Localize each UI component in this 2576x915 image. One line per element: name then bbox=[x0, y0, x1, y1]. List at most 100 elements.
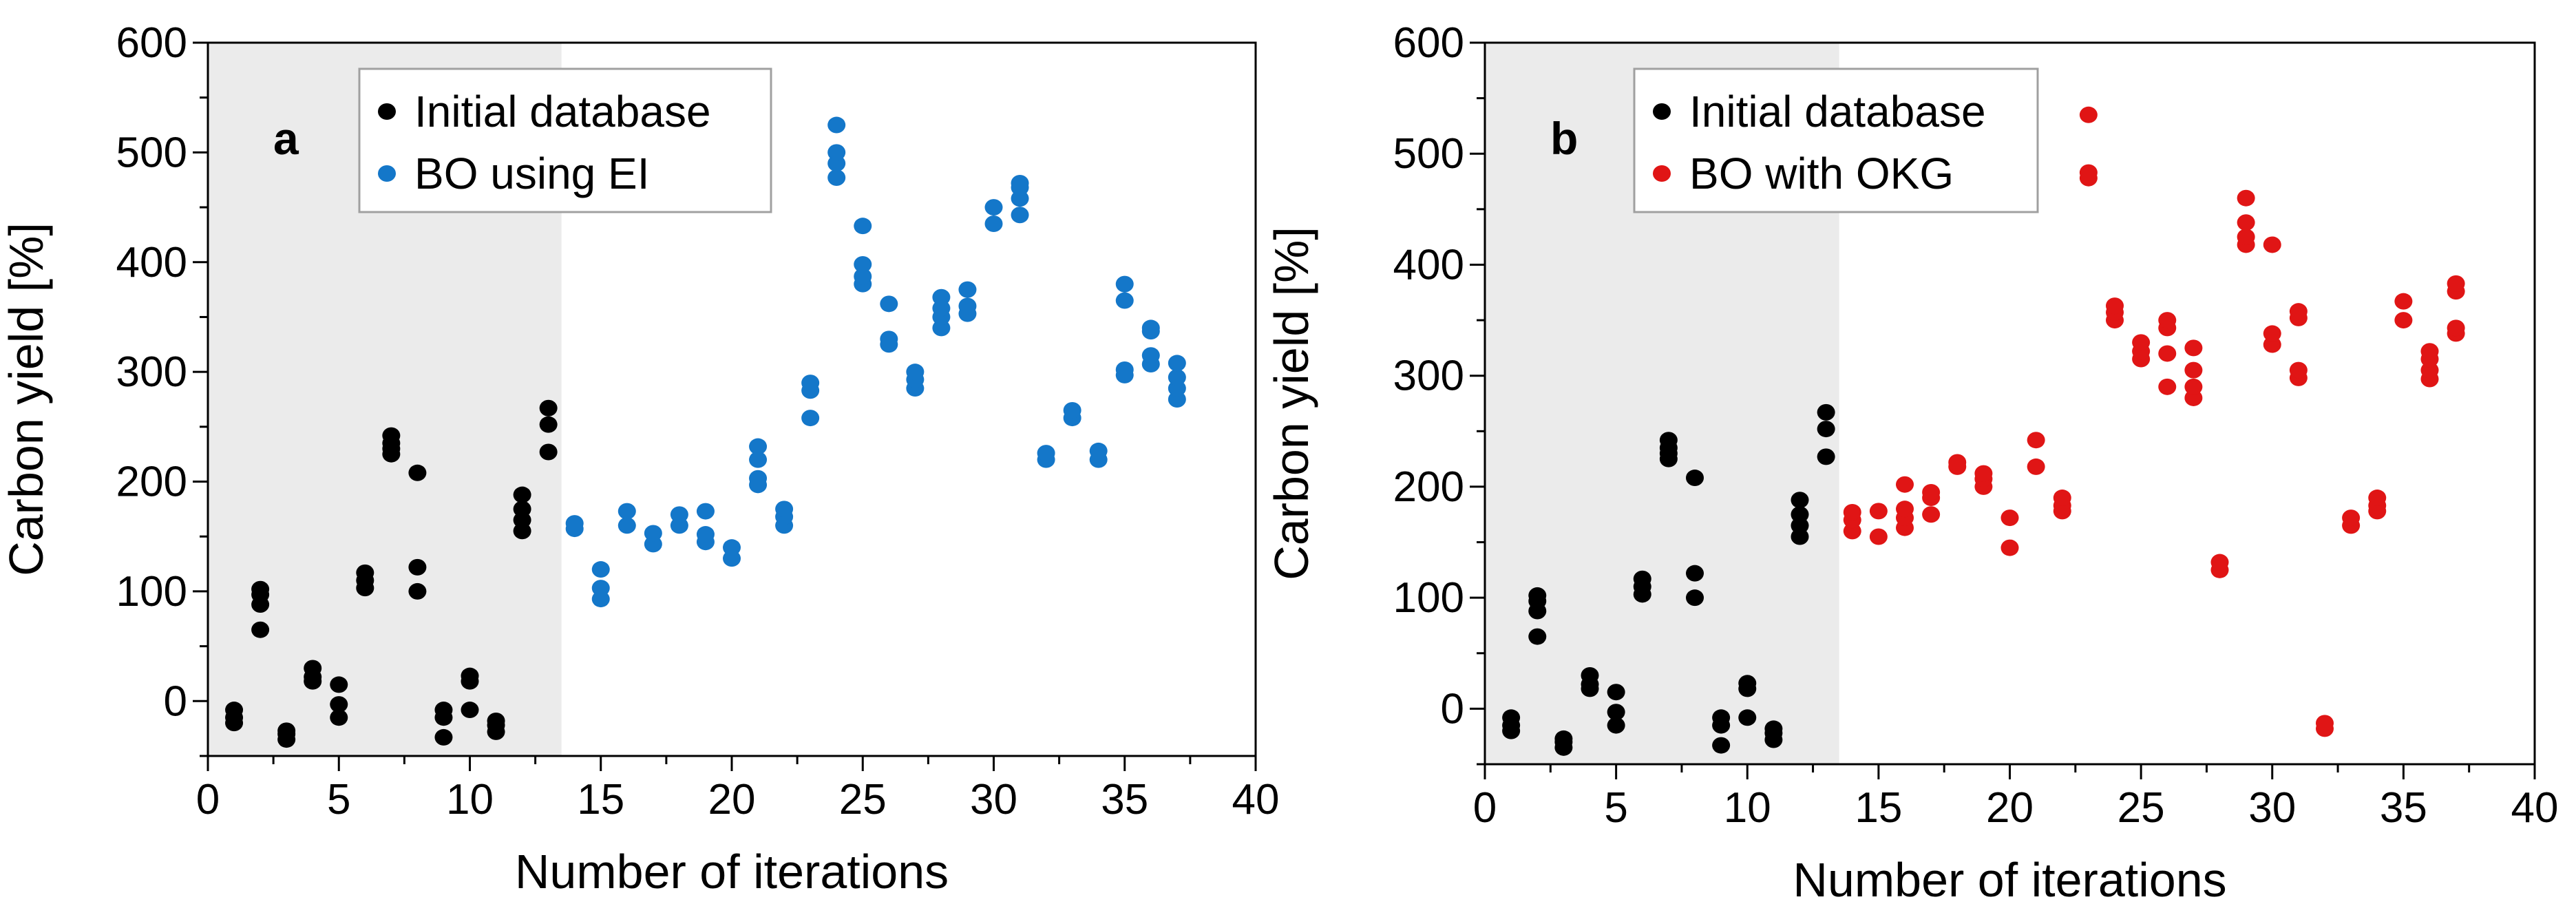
x-tick-label: 0 bbox=[1473, 784, 1497, 832]
data-point bbox=[696, 503, 715, 520]
legend: Initial database BO using EI bbox=[358, 67, 772, 213]
data-point bbox=[1843, 504, 1861, 521]
series-0 bbox=[225, 399, 558, 748]
data-point bbox=[2184, 339, 2203, 357]
x-tick-label: 40 bbox=[1232, 776, 1280, 823]
data-point bbox=[1922, 483, 1941, 501]
x-tick-label: 35 bbox=[2380, 784, 2427, 832]
data-point bbox=[1738, 709, 1757, 726]
data-point bbox=[461, 702, 479, 719]
y-tick-label: 0 bbox=[164, 677, 187, 725]
data-point bbox=[1686, 470, 1704, 487]
y-tick-label: 100 bbox=[1393, 574, 1464, 622]
data-point bbox=[434, 702, 453, 719]
y-axis-title: Carbon yield [%] bbox=[1265, 227, 1318, 580]
data-point bbox=[1791, 506, 1809, 523]
legend-marker bbox=[1653, 103, 1671, 120]
x-tick-label: 30 bbox=[970, 776, 1017, 823]
data-point bbox=[1712, 709, 1731, 726]
data-point bbox=[513, 501, 531, 518]
data-point bbox=[1659, 432, 1678, 449]
data-point bbox=[1581, 667, 1599, 684]
data-point bbox=[670, 506, 688, 523]
data-point bbox=[1712, 737, 1731, 754]
data-point bbox=[984, 199, 1003, 216]
data-point bbox=[723, 539, 741, 556]
data-point bbox=[539, 416, 558, 433]
data-point bbox=[1141, 319, 1160, 337]
data-point bbox=[2316, 715, 2334, 732]
data-point bbox=[617, 517, 636, 534]
data-point bbox=[1063, 401, 1081, 419]
data-point bbox=[854, 255, 872, 273]
data-point bbox=[801, 375, 820, 392]
data-point bbox=[2237, 214, 2255, 231]
x-tick-label: 40 bbox=[2511, 784, 2559, 832]
data-point bbox=[591, 561, 610, 578]
series-1 bbox=[1843, 106, 2465, 737]
data-point bbox=[434, 728, 453, 746]
data-point bbox=[2158, 378, 2177, 395]
data-point bbox=[2079, 106, 2098, 123]
y-tick-label: 200 bbox=[1393, 463, 1464, 511]
data-point bbox=[277, 722, 296, 739]
data-point bbox=[591, 580, 610, 597]
legend-label: Initial database bbox=[414, 87, 711, 136]
x-tick-label: 10 bbox=[446, 776, 494, 823]
data-point bbox=[1168, 355, 1186, 372]
data-point bbox=[617, 503, 636, 520]
data-point bbox=[1115, 292, 1134, 309]
data-point bbox=[644, 525, 662, 542]
data-point bbox=[539, 443, 558, 461]
data-point bbox=[1011, 175, 1029, 192]
data-point bbox=[801, 410, 820, 427]
data-point bbox=[1011, 207, 1029, 224]
x-axis-title: Number of iterations bbox=[1793, 853, 2226, 907]
panel-label: b bbox=[1550, 113, 1578, 164]
x-tick-label: 10 bbox=[1724, 784, 1771, 832]
data-point bbox=[487, 712, 505, 729]
y-tick-label: 600 bbox=[116, 19, 187, 67]
data-point bbox=[1633, 570, 1651, 587]
x-tick-label: 35 bbox=[1101, 776, 1148, 823]
y-tick-label: 400 bbox=[116, 239, 187, 286]
data-point bbox=[304, 660, 322, 677]
series-1 bbox=[565, 116, 1186, 608]
x-tick-label: 5 bbox=[1604, 784, 1627, 832]
x-axis-title: Number of iterations bbox=[515, 845, 949, 898]
data-point bbox=[2210, 554, 2229, 571]
data-point bbox=[330, 696, 348, 713]
data-point bbox=[1528, 628, 1547, 645]
data-point bbox=[225, 702, 244, 719]
data-point bbox=[749, 451, 768, 468]
y-tick-label: 500 bbox=[1393, 130, 1464, 178]
x-tick-label: 25 bbox=[839, 776, 887, 823]
data-point bbox=[330, 676, 348, 693]
legend-label: BO with OKG bbox=[1689, 149, 1954, 198]
data-point bbox=[2263, 236, 2281, 253]
data-point bbox=[1974, 465, 1993, 482]
data-point bbox=[330, 709, 348, 726]
data-point bbox=[1869, 503, 1888, 520]
x-tick-label: 30 bbox=[2248, 784, 2296, 832]
data-point bbox=[1948, 454, 1967, 471]
legend: Initial database BO with OKG bbox=[1633, 67, 2039, 213]
data-point bbox=[565, 515, 584, 532]
data-point bbox=[2447, 319, 2465, 337]
y-tick-label: 600 bbox=[1393, 19, 1464, 67]
data-point bbox=[513, 486, 531, 503]
y-tick-label: 200 bbox=[116, 459, 187, 506]
data-point bbox=[2158, 345, 2177, 362]
data-point bbox=[1037, 445, 1055, 462]
data-point bbox=[382, 427, 401, 444]
data-point bbox=[539, 399, 558, 417]
x-tick-label: 20 bbox=[708, 776, 756, 823]
data-point bbox=[880, 330, 898, 348]
data-point bbox=[2000, 509, 2019, 527]
data-point bbox=[2447, 275, 2465, 292]
data-point bbox=[2000, 539, 2019, 556]
data-point bbox=[408, 558, 427, 576]
legend-marker bbox=[378, 165, 396, 182]
chart-panel-a: 0 100 200 300 400 500 600 0 5 10 15 20 25 30 35 40 Numbe… bbox=[0, 19, 1279, 898]
data-point bbox=[1686, 589, 1704, 607]
